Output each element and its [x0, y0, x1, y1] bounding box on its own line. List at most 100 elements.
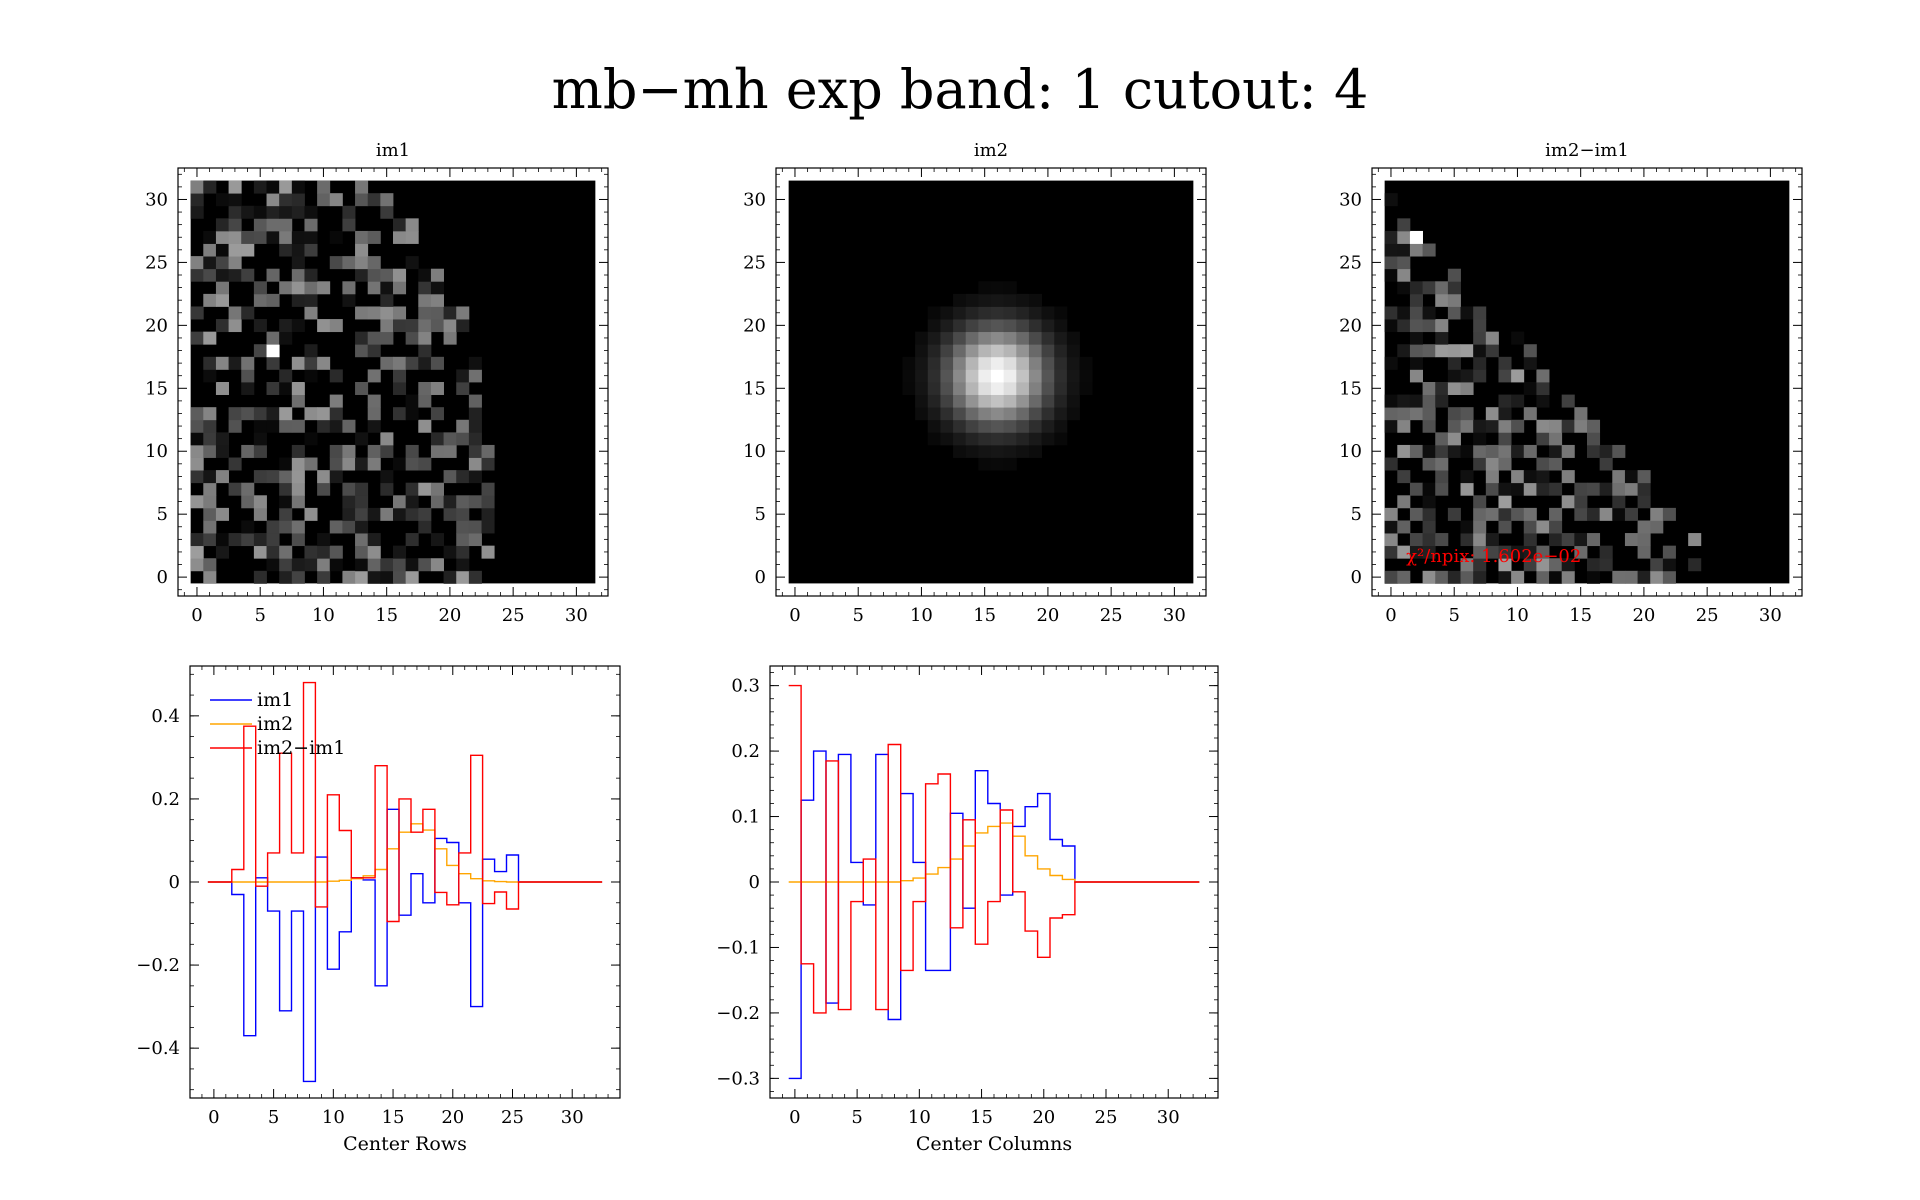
image-pixel: [355, 482, 369, 496]
image-pixel: [405, 533, 419, 547]
image-pixel: [215, 193, 229, 207]
image-pixel: [266, 218, 280, 232]
image-pixel: [367, 419, 381, 433]
image-pixel: [1016, 344, 1030, 358]
image-pixel: [367, 545, 381, 559]
image-pixel: [317, 419, 331, 433]
image-pixel: [1511, 331, 1525, 345]
image-pixel: [443, 306, 457, 320]
image-pixel: [291, 193, 305, 207]
image-pixel: [965, 432, 979, 446]
image-pixel: [405, 570, 419, 584]
image-pixel: [1473, 344, 1487, 358]
image-pixel: [393, 495, 407, 509]
image-pixel: [380, 432, 394, 446]
image-pixel: [393, 558, 407, 572]
image-pixel: [418, 520, 432, 534]
image-pixel: [304, 306, 318, 320]
image-pixel: [215, 256, 229, 270]
image-pixel: [1447, 356, 1461, 370]
y-tick-label: −0.1: [716, 937, 760, 958]
image-pixel: [1397, 419, 1411, 433]
image-pixel: [978, 432, 992, 446]
image-pixel: [1473, 570, 1487, 584]
image-pixel: [190, 457, 204, 471]
image-pixel: [279, 369, 293, 383]
image-pixel: [1498, 507, 1512, 521]
image-pixel: [430, 533, 444, 547]
image-pixel: [1498, 419, 1512, 433]
image-pixel: [1536, 570, 1550, 584]
image-pixel: [190, 495, 204, 509]
image-pixel: [317, 482, 331, 496]
image-pixel: [953, 444, 967, 458]
image-pixel: [266, 180, 280, 194]
image-pixel: [393, 306, 407, 320]
image-pixel: [203, 293, 217, 307]
difference-profile-line: [207, 681, 603, 923]
image-pixel: [1561, 444, 1575, 458]
image-pixel: [978, 407, 992, 421]
image-pixel: [1066, 344, 1080, 358]
x-tick-label: 20: [441, 1107, 464, 1128]
image-pixel: [1561, 419, 1575, 433]
image-pixel: [304, 432, 318, 446]
image-pixel: [430, 558, 444, 572]
image-pixel: [418, 306, 432, 320]
image-pixel: [1473, 520, 1487, 534]
image-pixel: [1523, 507, 1537, 521]
image-pixel: [253, 545, 267, 559]
image-pixel: [279, 382, 293, 395]
image-pixel: [253, 533, 267, 547]
y-tick-label: 10: [743, 441, 766, 462]
image-pixel: [190, 180, 204, 194]
image-pixel: [1409, 482, 1423, 496]
image-pixel: [1054, 407, 1068, 421]
x-tick-label: 10: [910, 605, 933, 626]
image-pixel: [915, 344, 929, 358]
image-pixel: [1511, 369, 1525, 383]
image-pixel: [1536, 457, 1550, 471]
image-pixel: [1624, 482, 1638, 496]
image-pixel: [456, 470, 470, 484]
x-tick-label: 10: [908, 1107, 931, 1128]
image-pixel: [1473, 356, 1487, 370]
image-pixel: [393, 570, 407, 584]
image-pixel: [1536, 520, 1550, 534]
image-pixel: [1574, 407, 1588, 421]
x-tick-label: 30: [565, 605, 588, 626]
image-pixel: [443, 570, 457, 584]
image-pixel: [380, 558, 394, 572]
image-pixel: [1587, 570, 1601, 584]
image-pixel: [1447, 306, 1461, 320]
image-pixel: [1397, 470, 1411, 484]
image-pixel: [1460, 407, 1474, 421]
image-pixel: [1028, 444, 1042, 458]
x-tick-label: 20: [1036, 605, 1059, 626]
image-pixel: [1384, 256, 1398, 270]
image-pixel: [393, 356, 407, 370]
image-pixel: [1409, 306, 1423, 320]
image-pixel: [203, 570, 217, 584]
image-pixel: [241, 495, 255, 509]
image-pixel: [1028, 369, 1042, 383]
y-tick-label: 25: [1339, 252, 1362, 273]
chi-square-annotation: χ²/npix: 1.602e−02: [1406, 546, 1581, 567]
plot-frame: [177, 167, 609, 597]
image-pixel: [253, 495, 267, 509]
image-pixel: [1422, 507, 1436, 521]
image-pixel: [355, 495, 369, 509]
image-pixel: [430, 356, 444, 370]
image-pixel: [279, 545, 293, 559]
image-pixel: [991, 319, 1005, 333]
image-pixel: [1473, 495, 1487, 509]
image-pixel: [1409, 394, 1423, 408]
image-pixel: [203, 520, 217, 534]
image-pixel: [228, 193, 242, 207]
image-pixel: [1041, 407, 1055, 421]
image-pixel: [1637, 520, 1651, 534]
image-pixel: [393, 230, 407, 244]
image-pixel: [190, 545, 204, 559]
image-pixel: [927, 306, 941, 320]
image-pixel: [430, 444, 444, 458]
